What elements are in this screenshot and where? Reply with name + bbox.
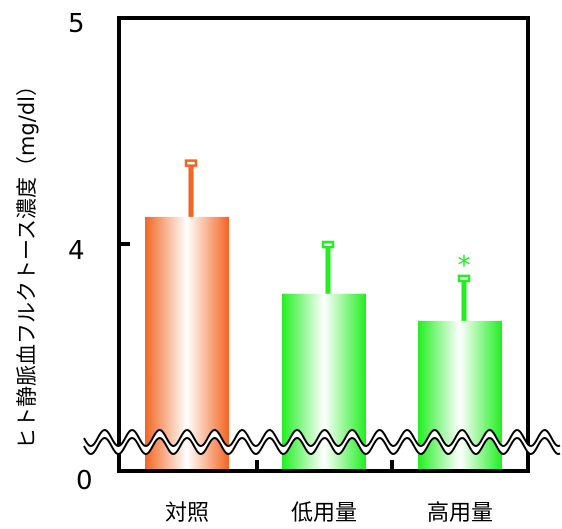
category-label-high-dose: 高用量 bbox=[427, 501, 493, 526]
axis-break-wave-top bbox=[83, 428, 561, 448]
bar-2 bbox=[418, 320, 502, 470]
ytick-label-0: 0 bbox=[76, 466, 93, 496]
bar-0 bbox=[145, 216, 229, 470]
error-bars-layer: * bbox=[184, 159, 471, 321]
y-axis-label: ヒト静脈血フルクトース濃度（mg/dl） bbox=[15, 75, 39, 449]
error-cap-2 bbox=[457, 274, 471, 283]
ytick-label-4: 4 bbox=[68, 236, 85, 266]
error-cap-1 bbox=[321, 240, 335, 249]
bar-1 bbox=[282, 293, 366, 470]
ytick-label-5: 5 bbox=[68, 9, 85, 39]
axis-break-fill bbox=[84, 430, 560, 454]
bars-layer bbox=[145, 216, 502, 470]
category-label-control: 対照 bbox=[165, 501, 209, 526]
axis-break-wave-bottom bbox=[83, 436, 561, 456]
error-cap-0 bbox=[184, 159, 198, 167]
significance-marker-2: * bbox=[458, 251, 471, 281]
category-label-low-dose: 低用量 bbox=[291, 501, 357, 526]
